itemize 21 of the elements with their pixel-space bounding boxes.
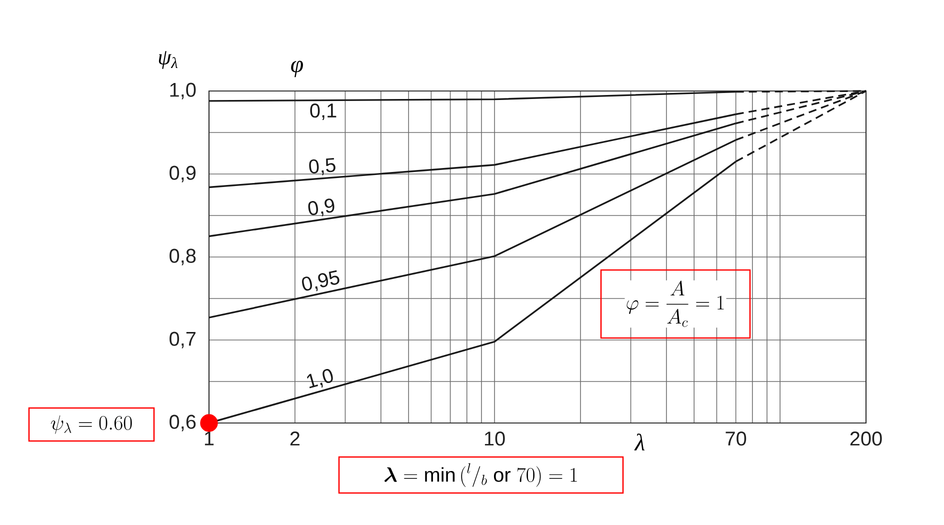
y-tick-label: 1,0 [170,82,196,100]
y-tick-label: 0,9 [170,166,196,182]
annotation: $\varphi = \frac{A}{A_{c}} = 1$ [626,280,724,327]
y-tick-label: 0,8 [170,248,196,266]
x-tick-label: 1 [204,432,214,446]
x-tick-label: 10 [484,432,505,446]
x-tick-label: 70 [726,432,746,446]
text: 0,9 [308,198,334,216]
y-tick-label: 0,6 [170,414,196,432]
y-axis-title: ψ$_{λ}$ [158,51,178,69]
text: $\psi_{\lambda} = 0.60$ [50,415,132,434]
legend-title: φ [291,60,303,78]
text: 1,0 [307,369,333,388]
y-tick-label: 0,7 [170,332,196,348]
text: 0,95 [302,270,340,292]
series-label: 0,5 [309,158,336,176]
x-tick-label: 200 [850,432,882,446]
x-tick-label: 2 [290,432,300,446]
x-axis-title: λ [634,434,645,450]
series-label: 0,1 [310,104,336,120]
text: $\boldsymbol{\lambda} = \min\,({}^{l}/_{b}\ \mathrm{or}\ 70) = 1$ [384,463,577,487]
